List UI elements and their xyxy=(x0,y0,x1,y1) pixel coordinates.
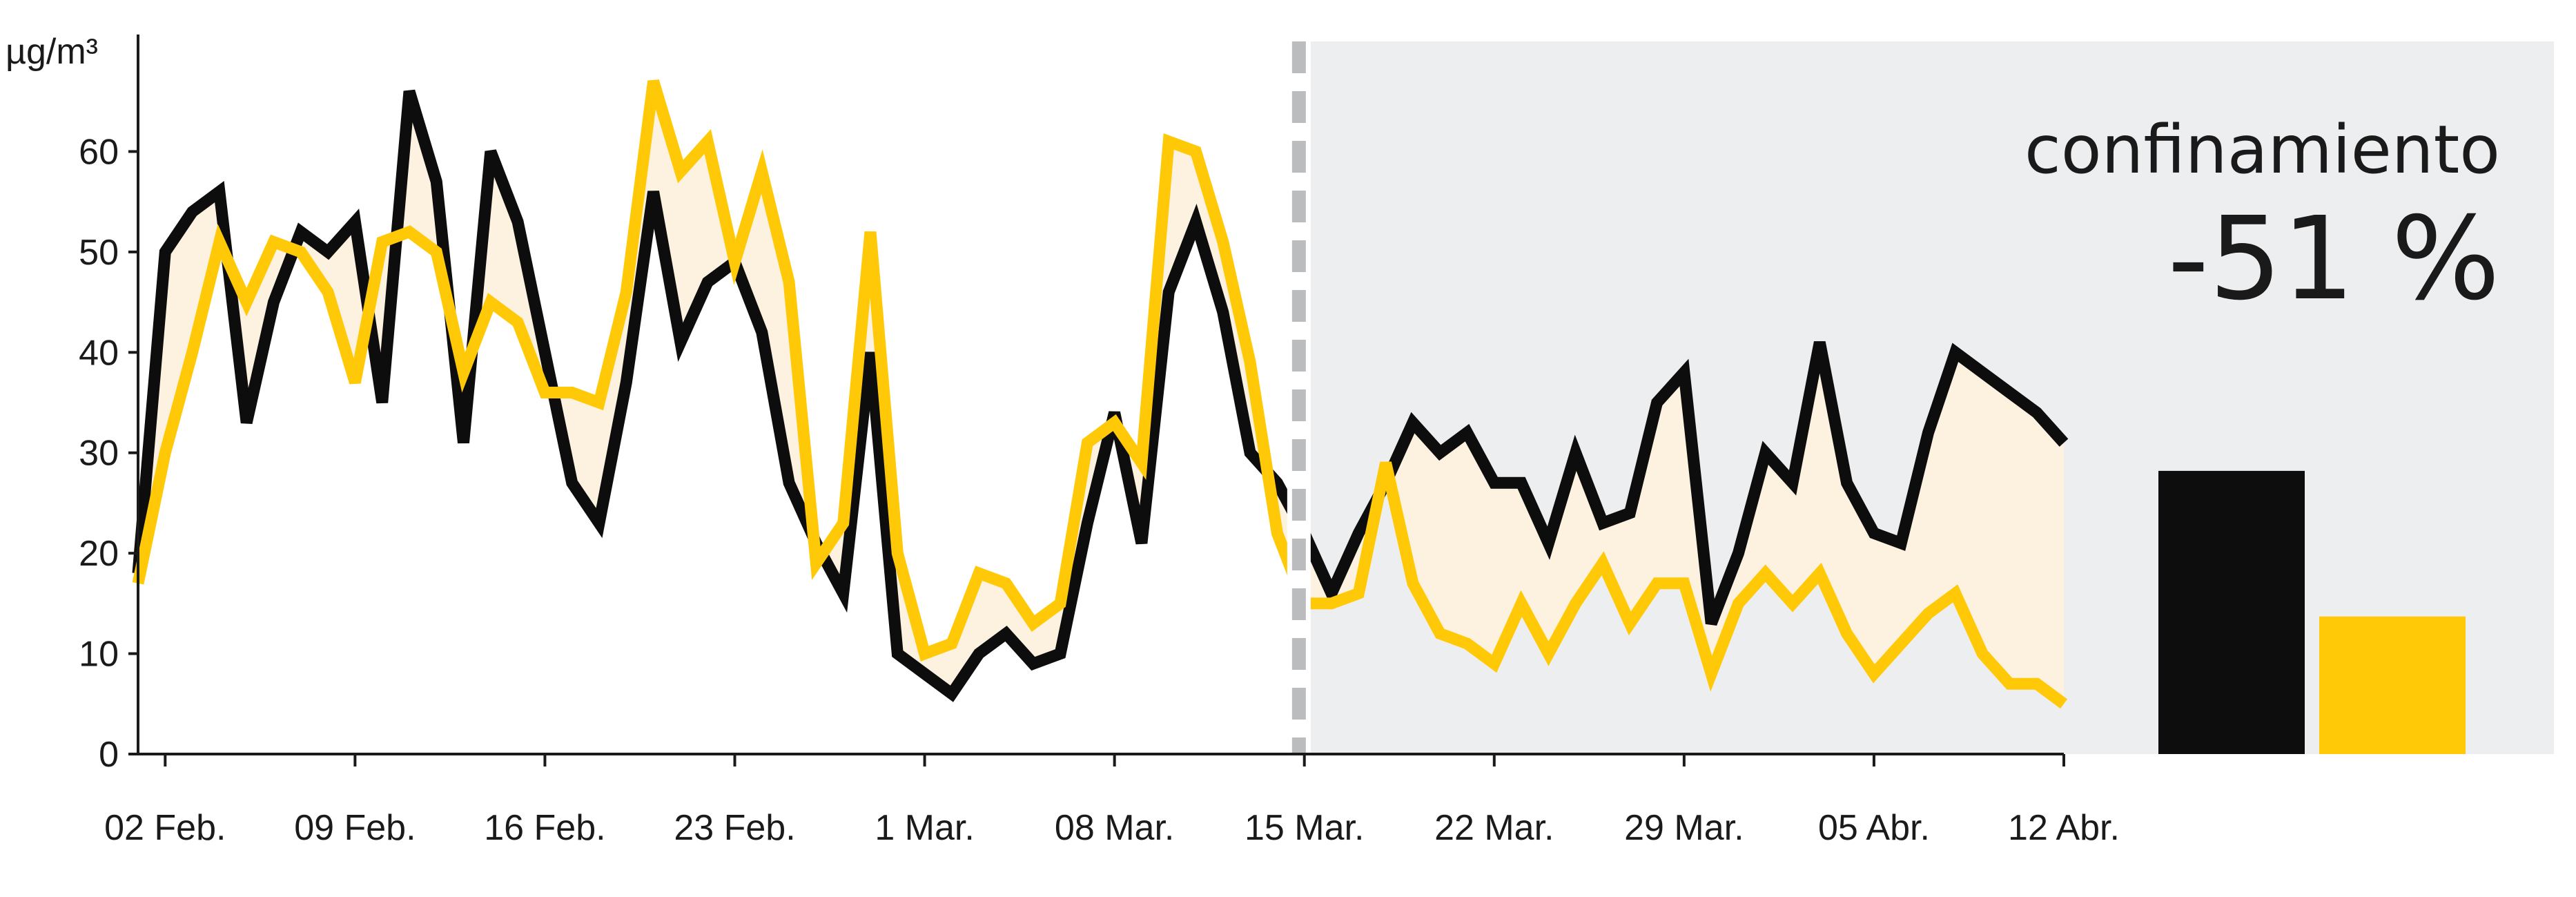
series-line-yellow xyxy=(132,79,2068,709)
y-tick-label-60: 60 xyxy=(79,132,119,172)
x-tick-label-3: 23 Feb. xyxy=(674,808,795,848)
x-tick-label-0: 02 Feb. xyxy=(104,808,226,848)
lockdown-annotation-label: confinamiento xyxy=(2024,111,2500,189)
series-lines xyxy=(132,79,2069,709)
x-tick-label-10: 12 Abr. xyxy=(2008,808,2120,848)
x-tick-label-1: 09 Feb. xyxy=(294,808,416,848)
x-tick-label-2: 16 Feb. xyxy=(484,808,605,848)
x-tick-label-6: 15 Mar. xyxy=(1245,808,1364,848)
y-tick-label-10: 10 xyxy=(79,635,119,675)
y-tick-label-20: 20 xyxy=(79,534,119,574)
x-tick-label-9: 05 Abr. xyxy=(1818,808,1930,848)
average-bar-yellow xyxy=(2319,616,2466,754)
x-tick-label-8: 29 Mar. xyxy=(1624,808,1744,848)
series-line-black xyxy=(132,89,2069,702)
difference-fill-area xyxy=(138,81,2064,704)
x-tick-label-7: 22 Mar. xyxy=(1434,808,1554,848)
average-bars xyxy=(2158,470,2466,754)
x-tick-label-4: 1 Mar. xyxy=(875,808,975,848)
y-tick-label-0: 0 xyxy=(99,735,119,775)
y-tick-label-30: 30 xyxy=(79,434,119,474)
y-tick-label-40: 40 xyxy=(79,333,119,373)
x-tick-label-5: 08 Mar. xyxy=(1055,808,1174,848)
y-tick-label-50: 50 xyxy=(79,233,119,273)
lockdown-change-value: -51 % xyxy=(2167,193,2500,326)
y-axis-unit-label: µg/m³ xyxy=(6,32,98,72)
average-bar-black xyxy=(2158,470,2305,754)
axes: 0 10 20 30 40 50 60 02 Feb. 09 Feb. 16 Feb. 23 Feb… xyxy=(79,35,2120,848)
